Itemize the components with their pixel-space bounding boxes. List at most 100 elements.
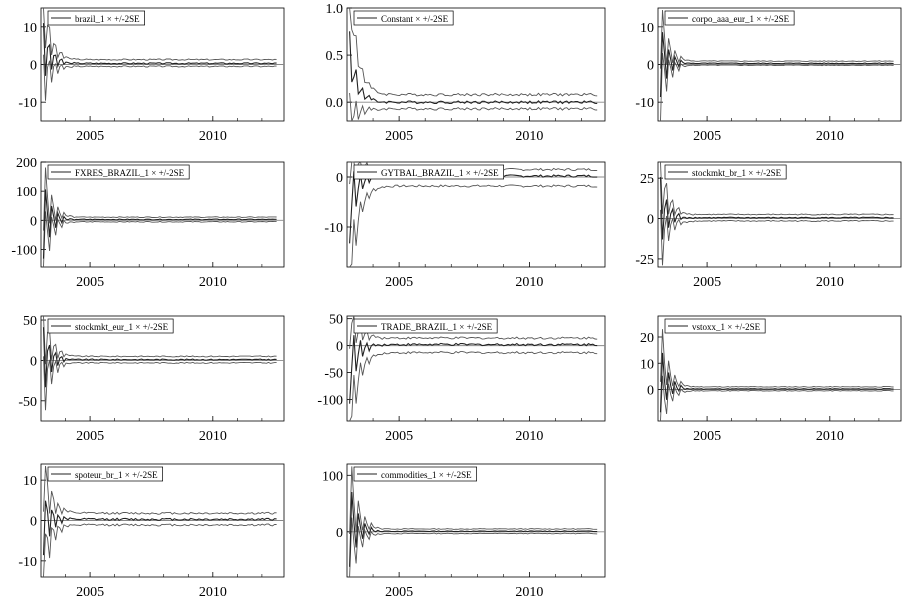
x-tick-label: 2010 <box>515 429 543 444</box>
x-tick-label: 2010 <box>199 429 227 444</box>
upper-band-line <box>43 7 277 61</box>
legend-label: FXRES_BRAZIL_1 × +/-2SE <box>75 168 185 178</box>
legend-box <box>47 164 190 180</box>
chart-panel-11: 0 100 2005 2010 commodities_1 × +/-2SE <box>322 463 606 600</box>
legend: Constant × +/-2SE <box>353 10 454 26</box>
x-tick-label: 2005 <box>76 275 104 290</box>
legend-box <box>353 318 498 334</box>
legend-box <box>47 10 145 26</box>
legend-label: brazil_1 × +/-2SE <box>75 14 140 24</box>
legend-label: vstoxx_1 × +/-2SE <box>692 322 761 332</box>
legend-label: spoteur_br_1 × +/-2SE <box>75 470 158 480</box>
x-tick-label: 2010 <box>816 129 844 144</box>
x-tick-label: 2005 <box>385 429 413 444</box>
lower-band-line <box>349 517 598 578</box>
plot-frame <box>657 315 902 422</box>
y-tick-label: 10 <box>640 357 654 372</box>
y-tick-label: 0 <box>647 213 654 228</box>
response-line <box>42 327 277 388</box>
legend: GYTBAL_BRAZIL_1 × +/-2SE <box>353 164 505 180</box>
y-tick-label: 25 <box>640 172 654 187</box>
legend-box <box>353 466 478 482</box>
x-tick-label: 2010 <box>199 129 227 144</box>
legend: vstoxx_1 × +/-2SE <box>664 318 766 334</box>
y-tick-label: 50 <box>23 314 37 329</box>
lower-band-line <box>43 356 277 411</box>
y-tick-label: -50 <box>18 395 37 410</box>
legend-box <box>664 10 795 26</box>
chart-panel-4: -100 0 100 200 2005 2010 FXRES_BRAZIL_1 × +/-2… <box>11 156 285 290</box>
y-tick-label: 200 <box>16 156 37 171</box>
legend-box <box>664 164 787 180</box>
x-tick-label: 2010 <box>199 585 227 600</box>
legend-label: corpo_aaa_eur_1 × +/-2SE <box>692 14 790 24</box>
legend-box <box>47 318 174 334</box>
y-tick-label: 0 <box>30 214 37 229</box>
upper-band-line <box>349 7 598 97</box>
y-tick-label: -25 <box>635 253 654 268</box>
y-tick-label: 0.5 <box>326 49 344 64</box>
lower-band-line <box>660 52 894 122</box>
upper-band-line <box>660 329 894 388</box>
response-line <box>42 500 277 556</box>
y-tick-label: 50 <box>329 313 343 328</box>
response-line <box>349 31 598 105</box>
response-line <box>659 177 894 240</box>
legend: FXRES_BRAZIL_1 × +/-2SE <box>47 164 190 180</box>
upper-band-line <box>349 315 598 349</box>
lower-band-line <box>43 523 277 578</box>
upper-band-line <box>349 466 598 535</box>
legend-label: TRADE_BRAZIL_1 × +/-2SE <box>381 322 493 332</box>
x-tick-label: 2010 <box>199 275 227 290</box>
legend-box <box>353 164 505 180</box>
legend-box <box>47 466 164 482</box>
x-tick-label: 2005 <box>385 129 413 144</box>
legend: stockmkt_br_1 × +/-2SE <box>664 164 787 180</box>
y-tick-label: 0 <box>336 340 343 355</box>
response-line <box>42 23 277 76</box>
y-tick-label: 100 <box>16 185 37 200</box>
plot-frame <box>657 161 902 268</box>
lower-band-line <box>349 92 598 122</box>
x-tick-label: 2005 <box>693 275 721 290</box>
legend-label: stockmkt_br_1 × +/-2SE <box>692 168 782 178</box>
y-tick-label: -50 <box>324 367 343 382</box>
lower-band-line <box>43 211 277 268</box>
legend: spoteur_br_1 × +/-2SE <box>47 466 164 482</box>
x-tick-label: 2010 <box>515 585 543 600</box>
response-line <box>659 32 894 98</box>
legend-label: stockmkt_eur_1 × +/-2SE <box>75 322 169 332</box>
legend-box <box>664 318 766 334</box>
legend: stockmkt_eur_1 × +/-2SE <box>47 318 174 334</box>
lower-band-line <box>660 209 894 266</box>
legend: commodities_1 × +/-2SE <box>353 466 478 482</box>
y-tick-label: 10 <box>640 21 654 36</box>
y-tick-label: 100 <box>322 469 343 484</box>
chart-panel-10: -10 0 10 2005 2010 spoteur_br_1 × +/-2SE <box>18 463 285 600</box>
response-line <box>349 491 598 567</box>
response-line <box>349 171 598 244</box>
x-tick-label: 2005 <box>76 129 104 144</box>
y-tick-label: 10 <box>23 474 37 489</box>
y-tick-label: 1.0 <box>326 2 344 17</box>
response-line <box>659 352 894 413</box>
lower-band-line <box>660 375 894 422</box>
x-tick-label: 2005 <box>693 429 721 444</box>
plot-frame <box>40 315 285 422</box>
legend-label: Constant × +/-2SE <box>381 14 449 24</box>
lower-band-line <box>349 350 598 422</box>
response-line <box>349 335 598 404</box>
legend-box <box>353 10 454 26</box>
upper-band-line <box>43 167 277 231</box>
plot-frame <box>346 161 606 268</box>
x-tick-label: 2005 <box>76 585 104 600</box>
x-tick-label: 2010 <box>515 129 543 144</box>
x-tick-label: 2005 <box>76 429 104 444</box>
y-tick-label: 10 <box>23 21 37 36</box>
y-tick-label: 0 <box>647 59 654 74</box>
upper-band-line <box>660 9 894 69</box>
x-tick-label: 2010 <box>515 275 543 290</box>
y-tick-label: -100 <box>11 244 37 259</box>
plot-frame <box>346 7 606 122</box>
